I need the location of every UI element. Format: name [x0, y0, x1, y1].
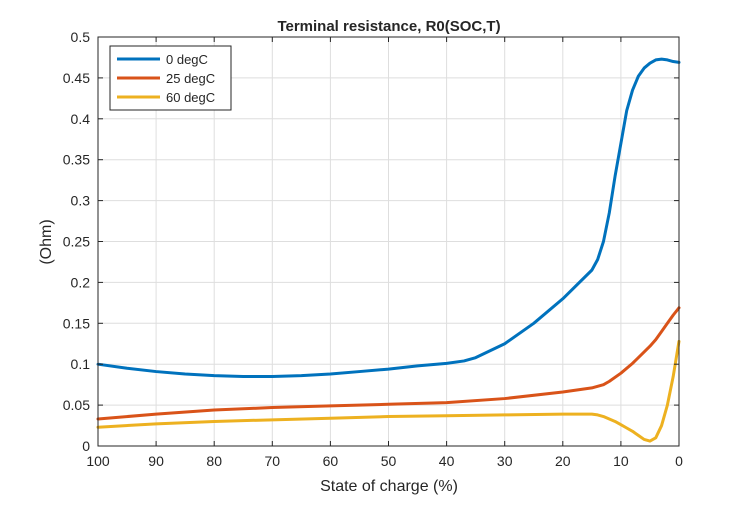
x-tick-label: 30 — [497, 453, 513, 469]
x-tick-label: 60 — [323, 453, 339, 469]
legend-label-0: 0 degC — [166, 52, 208, 67]
x-tick-label: 10 — [613, 453, 629, 469]
series-line-1 — [96, 306, 681, 421]
x-tick-label: 50 — [381, 453, 397, 469]
x-tick-label: 0 — [675, 453, 683, 469]
axes: 100 90 80 70 60 50 40 30 20 10 000.050.10.150.20.2… — [63, 29, 683, 469]
x-axis-label: State of charge (%) — [320, 478, 458, 495]
y-tick-label: 0.5 — [71, 29, 91, 45]
y-tick-label: 0.2 — [71, 274, 91, 290]
y-tick-label: 0.15 — [63, 315, 90, 331]
series-lines — [96, 57, 681, 443]
series-line-0 — [96, 57, 681, 378]
y-tick-label: 0.3 — [71, 193, 91, 209]
chart-title: Terminal resistance, R0(SOC,T) — [277, 18, 500, 35]
x-tick-label: 100 — [86, 453, 110, 469]
y-tick-label: 0.1 — [71, 356, 91, 372]
x-tick-label: 20 — [555, 453, 571, 469]
y-tick-label: 0.05 — [63, 397, 90, 413]
x-tick-label: 90 — [148, 453, 164, 469]
y-tick-label: 0.25 — [63, 234, 90, 250]
legend-label-1: 25 degC — [166, 71, 215, 86]
y-axis-label: (Ohm) — [38, 219, 55, 264]
y-tick-label: 0.45 — [63, 70, 90, 86]
x-tick-label: 80 — [206, 453, 222, 469]
x-tick-label: 70 — [265, 453, 281, 469]
legend: 0 degC 25 degC 60 degC — [109, 45, 232, 111]
y-tick-label: 0.4 — [71, 111, 91, 127]
y-tick-label: 0 — [82, 438, 90, 454]
legend-label-2: 60 degC — [166, 90, 215, 105]
x-tick-label: 40 — [439, 453, 455, 469]
y-tick-label: 0.35 — [63, 152, 90, 168]
series-line-2 — [96, 339, 681, 443]
